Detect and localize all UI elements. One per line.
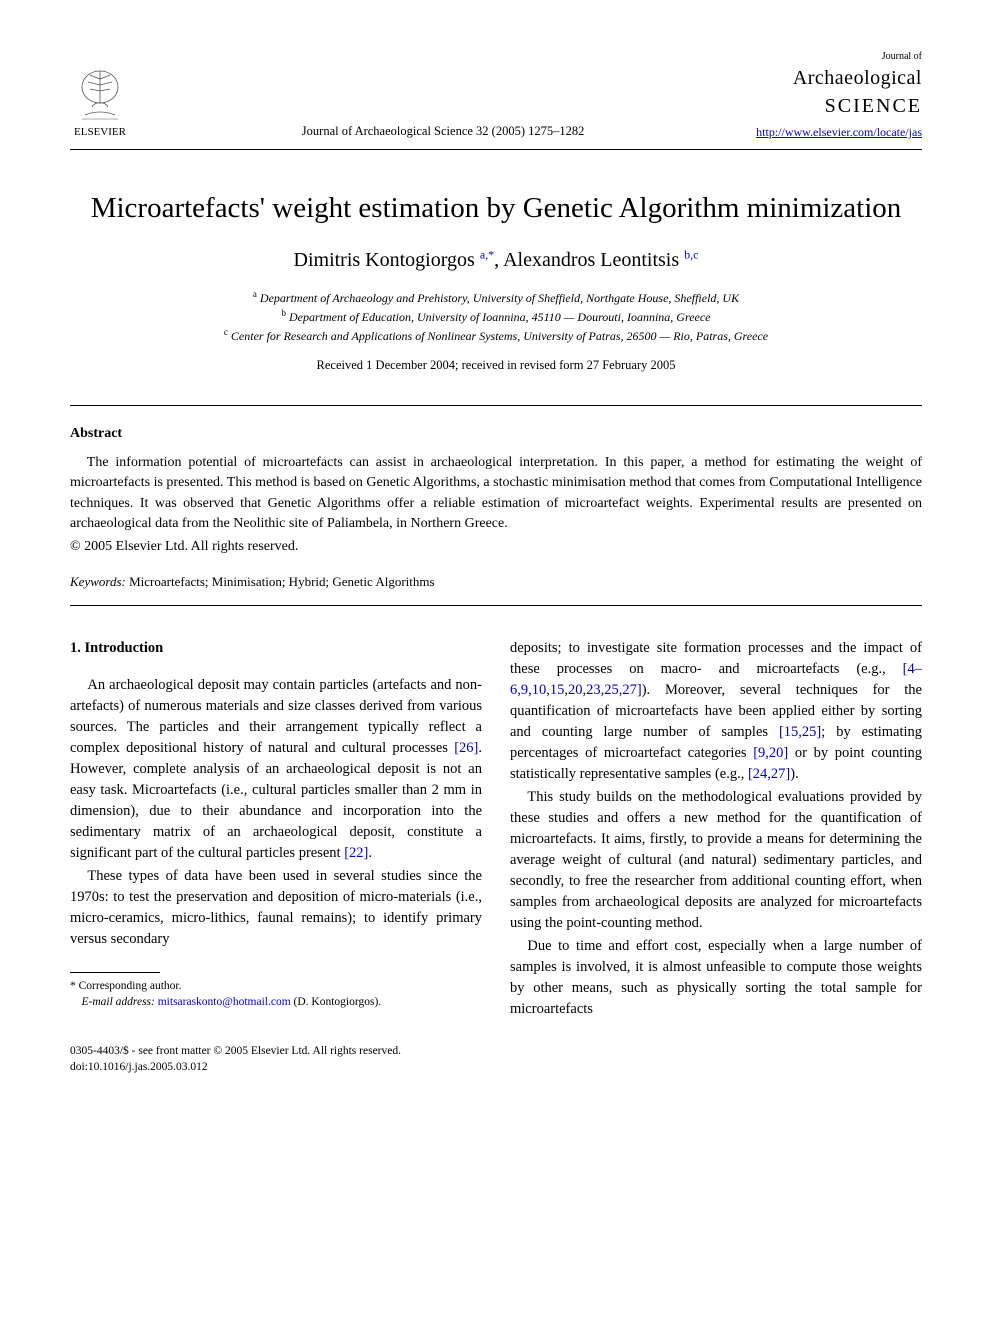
- elsevier-tree-icon: [70, 67, 130, 122]
- intro-para-1: An archaeological deposit may contain pa…: [70, 675, 482, 864]
- intro-para-3: deposits; to investigate site formation …: [510, 638, 922, 785]
- abstract-body: The information potential of microartefa…: [70, 453, 922, 534]
- corresponding-footnote: * Corresponding author. E-mail address: …: [70, 978, 482, 1010]
- email-link[interactable]: mitsaraskonto@hotmail.com: [158, 996, 291, 1008]
- author-2: Alexandros Leontitsis: [503, 249, 679, 271]
- article-title: Microartefacts' weight estimation by Gen…: [70, 190, 922, 226]
- authors: Dimitris Kontogiorgos a,*, Alexandros Le…: [70, 246, 922, 274]
- intro-para-5: Due to time and effort cost, especially …: [510, 936, 922, 1020]
- issn-copyright: 0305-4403/$ - see front matter © 2005 El…: [70, 1044, 922, 1060]
- citation-24-27[interactable]: [24,27]: [748, 766, 790, 782]
- author-1: Dimitris Kontogiorgos: [294, 249, 475, 271]
- keywords-label: Keywords:: [70, 574, 126, 589]
- journal-url-link[interactable]: http://www.elsevier.com/locate/jas: [756, 124, 922, 141]
- author-1-sup[interactable]: a,*: [480, 247, 494, 261]
- section-1-heading: 1. Introduction: [70, 638, 482, 659]
- email-after: (D. Kontogiorgos).: [291, 996, 382, 1008]
- affiliation-a: Department of Archaeology and Prehistory…: [260, 291, 739, 305]
- email-label: E-mail address:: [82, 996, 155, 1008]
- keywords: Keywords: Microartefacts; Minimisation; …: [70, 573, 922, 591]
- keywords-list: Microartefacts; Minimisation; Hybrid; Ge…: [126, 574, 435, 589]
- citation-26[interactable]: [26]: [454, 740, 478, 756]
- doi: doi:10.1016/j.jas.2005.03.012: [70, 1060, 922, 1076]
- header-row: ELSEVIER Journal of Archaeological Scien…: [70, 50, 922, 141]
- affiliation-b: Department of Education, University of I…: [289, 310, 711, 324]
- abstract-heading: Abstract: [70, 424, 922, 444]
- article-dates: Received 1 December 2004; received in re…: [70, 357, 922, 375]
- author-2-sup[interactable]: b,c: [684, 247, 698, 261]
- column-left: 1. Introduction An archaeological deposi…: [70, 638, 482, 1022]
- intro-para-4: This study builds on the methodological …: [510, 787, 922, 934]
- citation-15-25[interactable]: [15,25]: [779, 724, 821, 740]
- abstract-top-rule: [70, 405, 922, 406]
- citation-9-20[interactable]: [9,20]: [753, 745, 788, 761]
- author-sep: ,: [494, 249, 503, 271]
- journal-logo-sub: SCIENCE: [756, 92, 922, 120]
- citation-22[interactable]: [22]: [344, 845, 368, 861]
- intro-para-2: These types of data have been used in se…: [70, 866, 482, 950]
- abstract-copyright: © 2005 Elsevier Ltd. All rights reserved…: [70, 537, 922, 557]
- abstract-bottom-rule: [70, 605, 922, 606]
- publisher-name: ELSEVIER: [74, 125, 126, 140]
- affiliation-c: Center for Research and Applications of …: [231, 329, 768, 343]
- journal-logo-top: Journal of: [756, 50, 922, 64]
- affiliations: a Department of Archaeology and Prehisto…: [70, 288, 922, 345]
- column-right: deposits; to investigate site formation …: [510, 638, 922, 1022]
- journal-logo-block: Journal of Archaeological SCIENCE http:/…: [756, 50, 922, 141]
- elsevier-logo: ELSEVIER: [70, 67, 130, 140]
- journal-logo-main: Archaeological: [756, 64, 922, 92]
- journal-reference: Journal of Archaeological Science 32 (20…: [130, 123, 756, 141]
- body-columns: 1. Introduction An archaeological deposi…: [70, 638, 922, 1022]
- front-matter-footer: 0305-4403/$ - see front matter © 2005 El…: [70, 1044, 922, 1075]
- corresponding-author: * Corresponding author.: [70, 978, 482, 994]
- header-rule: [70, 149, 922, 150]
- footnote-separator: [70, 972, 160, 973]
